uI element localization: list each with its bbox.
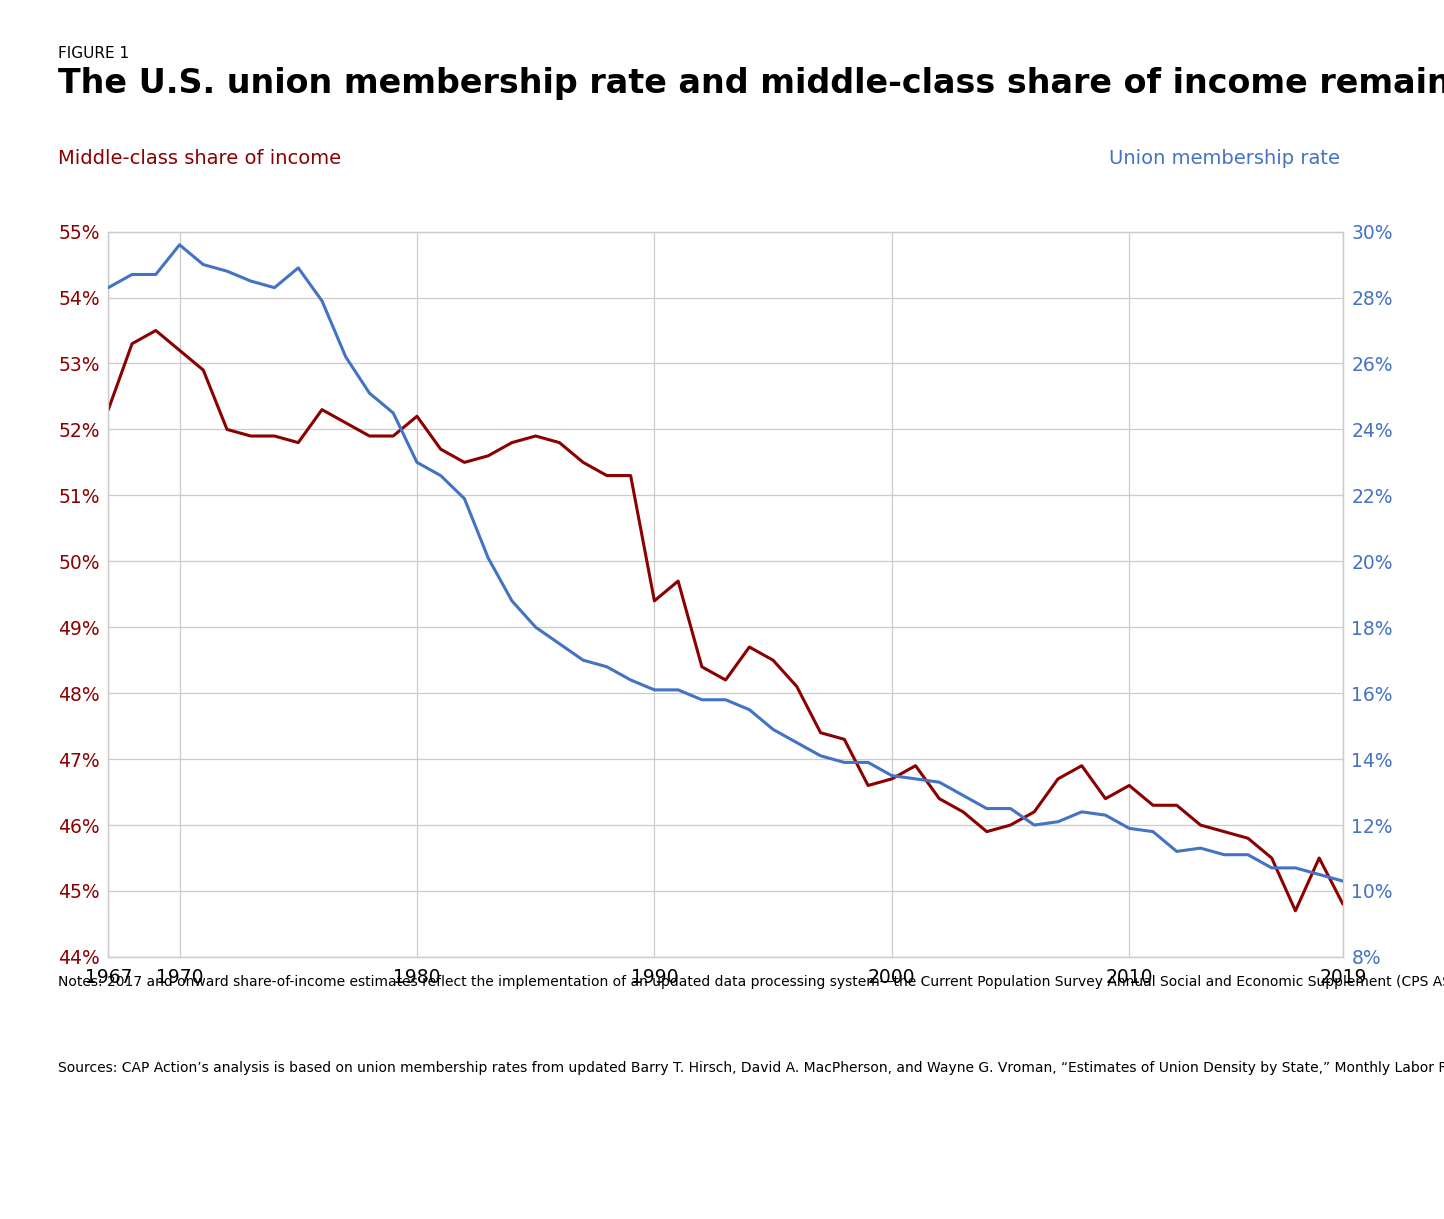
Text: Union membership rate: Union membership rate [1109, 149, 1340, 168]
Text: Notes: 2017 and onward share-of-income estimates reflect the implementation of a: Notes: 2017 and onward share-of-income e… [58, 975, 1444, 989]
Text: The U.S. union membership rate and middle-class share of income remain low: The U.S. union membership rate and middl… [58, 67, 1444, 100]
Text: Sources: CAP Action’s analysis is based on union membership rates from updated B: Sources: CAP Action’s analysis is based … [58, 1061, 1444, 1074]
Text: Middle-class share of income: Middle-class share of income [58, 149, 341, 168]
Text: FIGURE 1: FIGURE 1 [58, 46, 129, 61]
Text: CAP: CAP [1276, 1120, 1346, 1148]
